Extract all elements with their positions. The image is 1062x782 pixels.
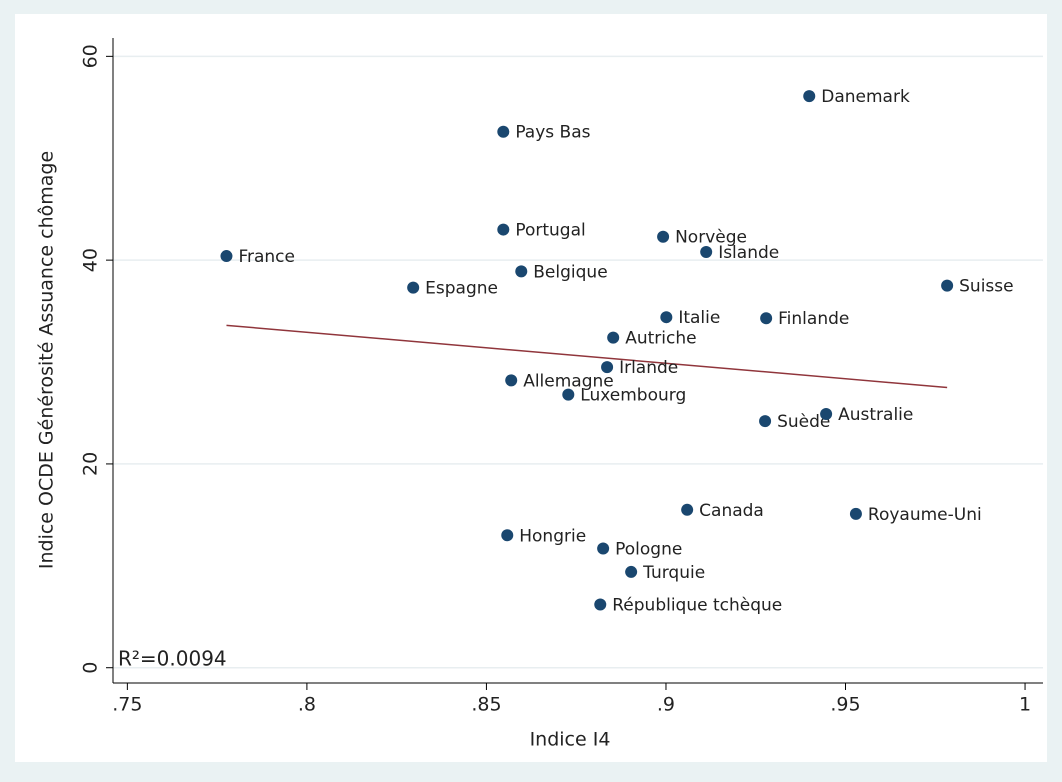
- y-axis-title: Indice OCDE Générosité Assuance chômage: [36, 151, 58, 569]
- point: [657, 230, 670, 243]
- point: [501, 529, 514, 542]
- point: [407, 281, 420, 294]
- point: [601, 361, 614, 374]
- point-label: République tchèque: [612, 596, 782, 616]
- y-tick-label: 0: [80, 662, 102, 674]
- point: [660, 311, 673, 324]
- annotation: R²=0.0094: [118, 647, 227, 671]
- plot-background: [15, 14, 1047, 762]
- x-tick-label: .75: [112, 694, 142, 716]
- point-label: Finlande: [778, 309, 849, 329]
- point-label: Canada: [699, 501, 764, 521]
- point-label: Pays Bas: [515, 123, 590, 143]
- point: [820, 407, 833, 420]
- point: [594, 598, 607, 611]
- point-label: Luxembourg: [580, 386, 686, 406]
- point: [759, 415, 772, 428]
- point-label: Italie: [678, 308, 720, 328]
- point-label: Islande: [718, 243, 779, 263]
- point: [760, 312, 773, 325]
- point: [597, 542, 610, 555]
- point-label: Belgique: [533, 262, 607, 282]
- point: [849, 507, 862, 520]
- point-label: Suisse: [959, 277, 1013, 297]
- x-axis-title: Indice I4: [530, 729, 611, 751]
- point: [625, 565, 638, 578]
- point: [681, 503, 694, 516]
- point: [803, 90, 816, 103]
- point: [607, 331, 620, 344]
- y-tick-label: 40: [80, 248, 102, 272]
- point-label: Pologne: [615, 539, 682, 559]
- x-tick-label: .95: [830, 694, 860, 716]
- y-tick-label: 20: [80, 452, 102, 476]
- y-tick-label: 60: [80, 44, 102, 68]
- point: [505, 374, 518, 387]
- point-label: Hongrie: [519, 526, 586, 546]
- x-tick-label: .9: [657, 694, 675, 716]
- point-label: Allemagne: [523, 371, 614, 391]
- point-label: Royaume-Uni: [868, 505, 982, 525]
- point: [700, 245, 713, 258]
- point-label: Norvège: [675, 228, 747, 248]
- x-tick-label: .85: [471, 694, 501, 716]
- point-label: Suède: [777, 412, 830, 432]
- point: [515, 265, 528, 278]
- point: [497, 125, 510, 138]
- point-label: Autriche: [625, 329, 696, 349]
- point-label: Espagne: [425, 279, 498, 299]
- point: [497, 223, 510, 236]
- x-tick-label: 1: [1019, 694, 1031, 716]
- x-tick-label: .8: [298, 694, 316, 716]
- point-label: Danemark: [821, 87, 910, 107]
- fit-line: [226, 324, 948, 389]
- point: [220, 250, 233, 263]
- point-label: Australie: [838, 405, 913, 425]
- point-label: Portugal: [515, 221, 585, 241]
- point-label: France: [238, 247, 295, 267]
- point-label: Turquie: [642, 563, 705, 583]
- point-label: Irlande: [619, 358, 678, 378]
- point: [562, 388, 575, 401]
- point: [941, 279, 954, 292]
